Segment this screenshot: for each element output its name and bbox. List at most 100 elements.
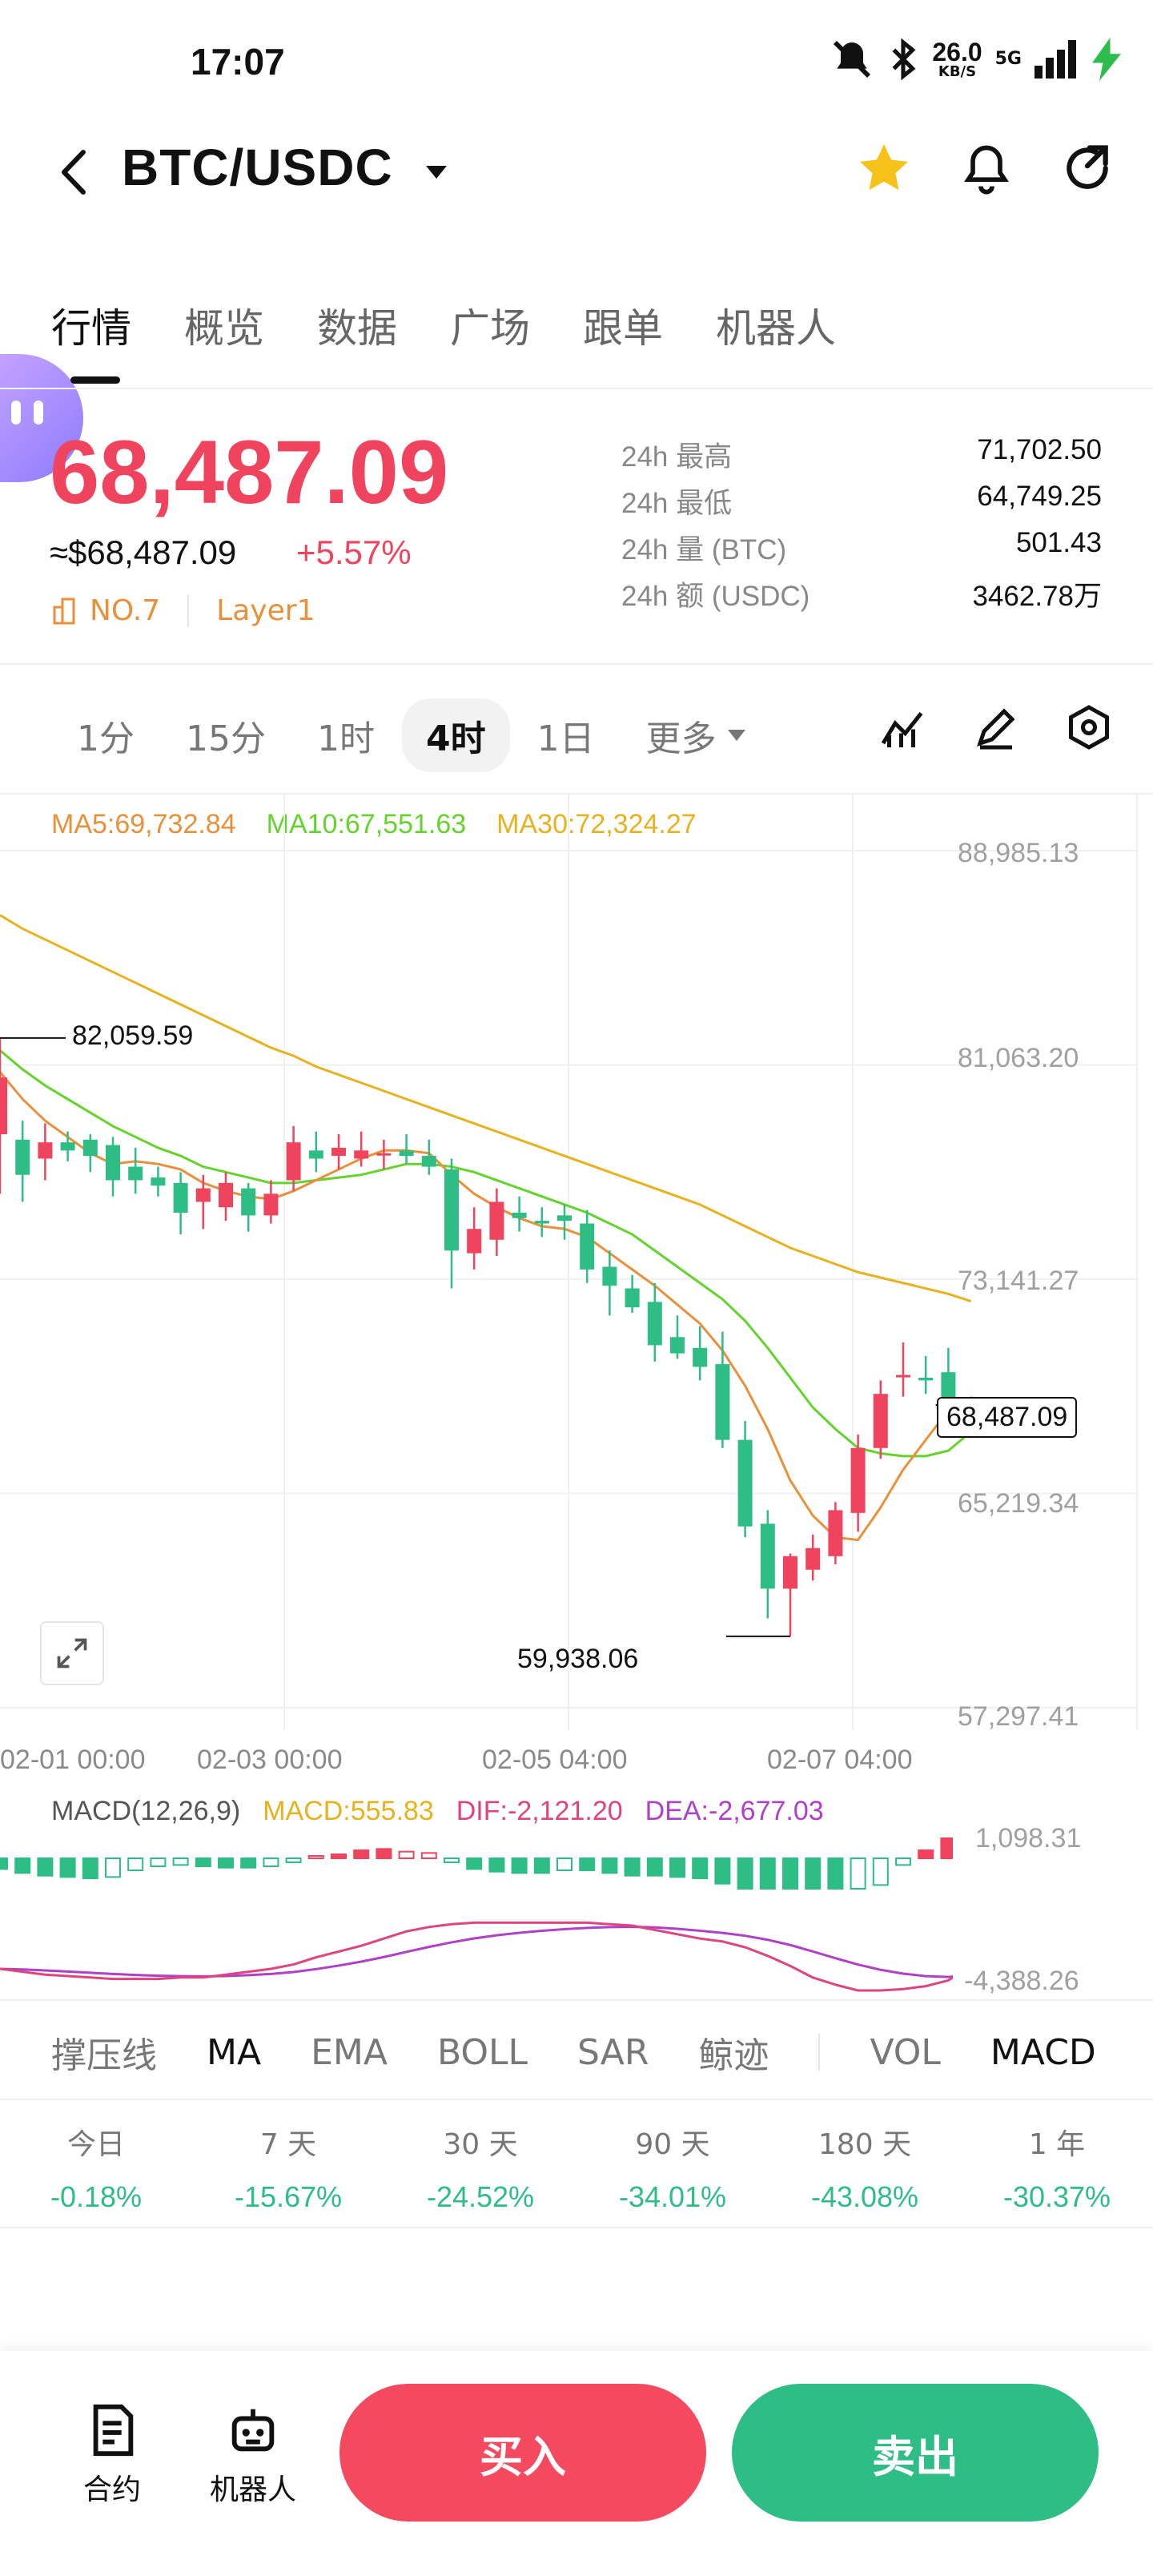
caret-down-icon[interactable]	[424, 164, 448, 183]
sell-button[interactable]: 卖出	[732, 2384, 1099, 2522]
buy-button[interactable]: 买入	[339, 2384, 706, 2522]
bell-icon[interactable]	[959, 139, 1014, 197]
indicator-ma[interactable]: MA	[207, 2031, 262, 2073]
y-tick-label: 57,297.41	[958, 1701, 1079, 1732]
candle-body	[737, 1439, 753, 1527]
macd-histogram-bar	[624, 1858, 641, 1877]
dif-value: DIF:-2,121.20	[456, 1796, 623, 1826]
tab-underline	[70, 376, 120, 384]
indicator-boll[interactable]: BOLL	[436, 2031, 528, 2073]
macd-histogram-bar	[782, 1858, 798, 1890]
tab-square[interactable]: 广场	[450, 305, 530, 352]
chart-tools	[879, 703, 1113, 751]
stat-row: 24h 额 (USDC) 3462.78万	[621, 574, 1102, 620]
hexagon-settings-icon[interactable]	[1065, 703, 1113, 751]
perf-label: 90 天	[635, 2128, 710, 2161]
macd-histogram-bar	[240, 1858, 257, 1869]
bluetooth-icon	[892, 38, 916, 81]
ma30-line	[0, 914, 972, 1303]
favorite-star-icon[interactable]	[855, 139, 913, 197]
price-change: +5.57%	[296, 533, 412, 571]
perf-label: 今日	[66, 2128, 125, 2161]
candle-body	[512, 1212, 527, 1218]
24h-stats: 24h 最高 71,702.50 24h 最低 64,749.25 24h 量 (B…	[621, 434, 1102, 620]
candle-body	[760, 1523, 775, 1589]
status-time: 17:07	[191, 41, 285, 83]
timeframe-1d[interactable]: 1日	[536, 718, 595, 759]
contract-button[interactable]: 合约	[74, 2401, 151, 2508]
stat-label: 24h 额 (USDC)	[621, 581, 810, 612]
candle-body	[873, 1394, 888, 1448]
stat-label: 24h 最高	[621, 441, 733, 473]
tabs-divider	[0, 388, 1153, 389]
candle-body	[602, 1266, 617, 1286]
macd-histogram-bar	[918, 1849, 934, 1859]
fullscreen-expand-icon[interactable]	[40, 1621, 104, 1685]
macd-histogram-bar	[850, 1858, 866, 1890]
pair-title[interactable]: BTC/USDC	[122, 139, 393, 196]
macd-divider	[0, 1999, 1153, 2001]
status-icons: 26.0 KB/S 5G	[830, 37, 1121, 82]
macd-histogram-bar	[895, 1858, 911, 1866]
macd-histogram-bar	[488, 1858, 505, 1873]
timeframe-1h[interactable]: 1时	[317, 718, 375, 759]
macd-histogram-bar	[218, 1858, 234, 1869]
candle-body	[151, 1177, 166, 1186]
timeframe-15m[interactable]: 15分	[186, 718, 266, 759]
indicator-sar[interactable]: SAR	[577, 2031, 649, 2073]
macd-chart[interactable]	[0, 1826, 953, 2002]
net-speed-unit: KB/S	[938, 63, 977, 80]
draw-pen-icon[interactable]	[972, 703, 1020, 751]
stat-row: 24h 最低 64,749.25	[621, 481, 1102, 527]
candle-body	[850, 1447, 866, 1513]
indicator-whale[interactable]: 鲸迹	[698, 2035, 769, 2076]
candle-body	[444, 1169, 459, 1251]
net-speed: 26.0	[932, 38, 982, 66]
share-icon[interactable]	[1060, 139, 1115, 197]
tab-data[interactable]: 数据	[317, 305, 397, 352]
macd-histogram-bar	[59, 1858, 76, 1878]
timeframe-more-label: 更多	[645, 718, 717, 759]
rank-label[interactable]: NO.7	[90, 594, 161, 627]
macd-histogram-bar	[263, 1858, 279, 1867]
candle-body	[534, 1221, 549, 1224]
candlestick-chart[interactable]	[0, 793, 1153, 1794]
candle-body	[647, 1302, 662, 1346]
tab-copy-trade[interactable]: 跟单	[583, 305, 663, 352]
indicator-support-resistance[interactable]: 撑压线	[51, 2035, 157, 2076]
indicator-ema[interactable]: EMA	[311, 2031, 388, 2073]
indicator-macd[interactable]: MACD	[990, 2031, 1096, 2073]
timeframe-more[interactable]: 更多	[646, 710, 747, 761]
candle-body	[828, 1510, 843, 1556]
x-tick-label: 02-01 00:00	[0, 1745, 146, 1775]
macd-title: MACD(12,26,9)	[51, 1796, 241, 1826]
floating-assistant-bubble[interactable]	[0, 354, 83, 482]
perf-label: 30 天	[443, 2128, 518, 2161]
stat-value: 3462.78万	[972, 581, 1102, 612]
candle-body	[354, 1150, 369, 1159]
indicator-vol[interactable]: VOL	[870, 2031, 941, 2073]
candle-body	[670, 1337, 685, 1354]
macd-histogram-bar	[82, 1858, 98, 1879]
category-tag[interactable]: Layer1	[216, 594, 315, 627]
timeframe-1m[interactable]: 1分	[77, 718, 135, 759]
dif-line	[0, 1921, 953, 1992]
macd-histogram-bar	[714, 1858, 731, 1885]
candle-body	[896, 1375, 910, 1378]
toolbar-divider	[0, 793, 1153, 795]
y-tick-label: 73,141.27	[958, 1266, 1079, 1296]
tab-robot[interactable]: 机器人	[716, 305, 836, 352]
perf-value: -43.08%	[810, 2180, 919, 2213]
tab-overview[interactable]: 概览	[184, 305, 264, 352]
robot-label: 机器人	[209, 2473, 296, 2506]
tab-market[interactable]: 行情	[51, 305, 131, 352]
macd-histogram-bar	[331, 1854, 347, 1859]
indicator-settings-icon[interactable]	[879, 703, 927, 751]
timeframe-4h[interactable]: 4时	[402, 698, 510, 772]
back-icon[interactable]	[50, 144, 98, 200]
candle-body	[286, 1142, 301, 1181]
candle-body	[106, 1145, 120, 1181]
macd-histogram-bar	[579, 1858, 596, 1871]
high-marker-label: 82,059.59	[72, 1020, 194, 1051]
robot-button[interactable]: 机器人	[203, 2401, 303, 2508]
